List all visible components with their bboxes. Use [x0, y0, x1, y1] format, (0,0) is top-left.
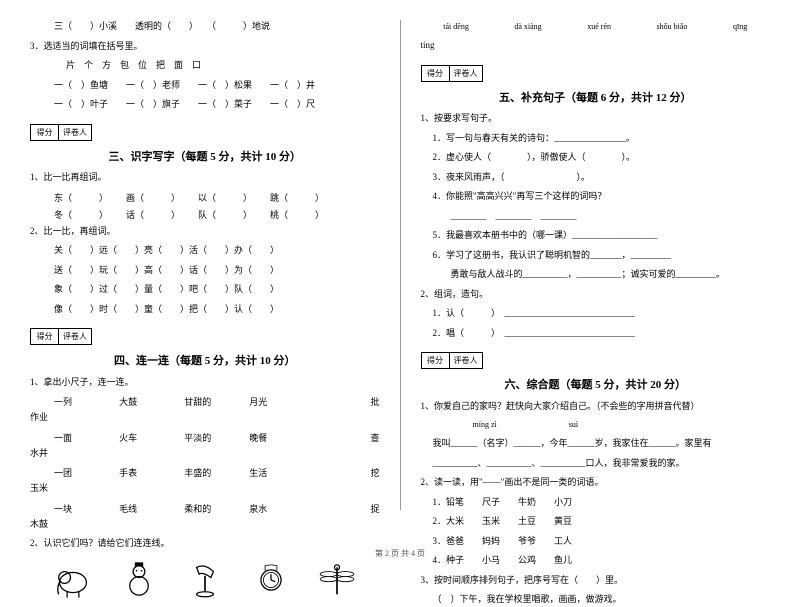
s5-item: 6．学习了这册书，我认识了聪明机智的_______，_________ — [421, 249, 771, 263]
s5-zc: 2．唱（ ） _____________________________ — [421, 327, 771, 341]
char-row: 象（ ）过（ ）量（ ）吧（ ）队（ ） — [30, 283, 380, 297]
column-divider — [400, 20, 401, 510]
score-box: 得分 评卷人 — [421, 352, 483, 369]
score-label: 得分 — [31, 125, 59, 140]
s5-item: 3．夜来风雨声，（ ）。 — [421, 171, 771, 185]
pinyin-row-2: tíng — [421, 39, 771, 53]
s6-q1: 1、你爱自己的家吗？赶快向大家介绍自己。（不会些的字用拼音代替） — [421, 400, 771, 414]
section-6-header: 得分 评卷人 — [421, 352, 771, 369]
section-4-title: 四、连一连（每题 5 分，共计 10 分） — [30, 353, 380, 370]
s5-item: 5．我最喜欢本册书中的（哪一课）___________________ — [421, 229, 771, 243]
match-row: 一团 手表 丰盛的 生活 挖 — [54, 466, 380, 479]
passage-line: 我叫______（名字）______，今年______岁，我家住在______。… — [421, 437, 771, 451]
section-5-header: 得分 评卷人 — [421, 65, 771, 82]
match-row: 木鼓 — [30, 518, 380, 532]
char-row: 送（ ）玩（ ）高（ ）话（ ）为（ ） — [30, 264, 380, 278]
s5-item: 1．写一句与春天有关的诗句：________________。 — [421, 132, 771, 146]
grader-label: 评卷人 — [59, 329, 91, 344]
word-bank: 片 个 方 包 位 把 面 口 — [30, 59, 380, 73]
score-label: 得分 — [31, 329, 59, 344]
match-row: 一列 大鼓 甘甜的 月光 批 — [54, 395, 380, 408]
group-row: 3．爸爸 妈妈 爷爷 工人 — [421, 535, 771, 549]
char-row: 关（ ）远（ ）亮（ ）活（ ）办（ ） — [30, 244, 380, 258]
page-footer: 第 2 页 共 4 页 — [0, 548, 800, 559]
section-5-title: 五、补充句子（每题 6 分，共计 12 分） — [421, 90, 771, 107]
passage-line: __________、__________、__________口人，我非常爱我… — [421, 457, 771, 471]
char-row: 东（ ） 画（ ） 以（ ） 跳（ ） — [54, 191, 380, 204]
s6-q3: 3、按时间顺序排列句子，把序号写在（ ）里。 — [421, 574, 771, 588]
intro-line-2: 3．选适当的词填在括号里。 — [30, 40, 380, 54]
grader-label: 评卷人 — [450, 353, 482, 368]
match-row: 一面 火车 平淡的 晚餐 查 — [54, 431, 380, 444]
group-row: 1．铅笔 尺子 牛奶 小刀 — [421, 496, 771, 510]
match-row: 一块 毛线 柔和的 泉水 捉 — [54, 502, 380, 515]
grader-label: 评卷人 — [450, 66, 482, 81]
score-box: 得分 评卷人 — [30, 328, 92, 345]
score-label: 得分 — [422, 66, 450, 81]
s5-q1: 1、按要求写句子。 — [421, 112, 771, 126]
s5-zc: 1．认（ ） _____________________________ — [421, 307, 771, 321]
s3-q2: 2、比一比，再组词。 — [30, 225, 380, 239]
match-row: 作业 — [30, 411, 380, 425]
s5-q2: 2、组词，造句。 — [421, 288, 771, 302]
s5-item: 2．虚心使人（ ），骄傲使人（ ）。 — [421, 151, 771, 165]
s6-q2: 2、读一读，用"——"画出不是同一类的词语。 — [421, 476, 771, 490]
s5-item: 4．你能照"高高兴兴"再写三个这样的词吗？ — [421, 190, 771, 204]
intro-line-1: 三（ ）小溪 透明的（ ） （ ）地说 — [30, 20, 380, 34]
section-3-header: 得分 评卷人 — [30, 124, 380, 141]
right-column: tái dēng dà xiàng xué rén shǒu biǎo qīng… — [421, 20, 771, 530]
s5-item: 勇敢与敌人战斗的__________，__________；诚实可爱的_____… — [421, 268, 771, 282]
char-row: 冬（ ） 话（ ） 队（ ） 桃（ ） — [54, 208, 380, 221]
blank-row-2: 一（ ）叶子 一（ ）旗子 一（ ）菜子 一（ ）尺 — [30, 98, 380, 112]
left-column: 三（ ）小溪 透明的（ ） （ ）地说 3．选适当的词填在括号里。 片 个 方 … — [30, 20, 380, 530]
score-label: 得分 — [422, 353, 450, 368]
group-row: 2．大米 玉米 土豆 黄豆 — [421, 515, 771, 529]
section-4-header: 得分 评卷人 — [30, 328, 380, 345]
section-6-title: 六、综合题（每题 5 分，共计 20 分） — [421, 377, 771, 394]
score-box: 得分 评卷人 — [421, 65, 483, 82]
passage-pinyin: míng zì suì — [421, 419, 771, 431]
s6-q3-line: （ ）下午，我在学校里唱歌，画画，做游戏。 — [421, 593, 771, 607]
char-row: 像（ ）时（ ）童（ ）把（ ）认（ ） — [30, 303, 380, 317]
blank-row-1: 一（ ）鱼塘 一（ ）老师 一（ ）松果 一（ ）井 — [30, 79, 380, 93]
s5-item: ________ ________ ________ — [421, 210, 771, 224]
s3-q1: 1、比一比再组词。 — [30, 171, 380, 185]
match-row: 玉米 — [30, 482, 380, 496]
match-row: 水井 — [30, 447, 380, 461]
pinyin-row: tái dēng dà xiàng xué rén shǒu biǎo qīng — [421, 22, 771, 31]
s4-q1: 1、拿出小尺子，连一连。 — [30, 376, 380, 390]
section-3-title: 三、识字写字（每题 5 分，共计 10 分） — [30, 149, 380, 166]
score-box: 得分 评卷人 — [30, 124, 92, 141]
grader-label: 评卷人 — [59, 125, 91, 140]
